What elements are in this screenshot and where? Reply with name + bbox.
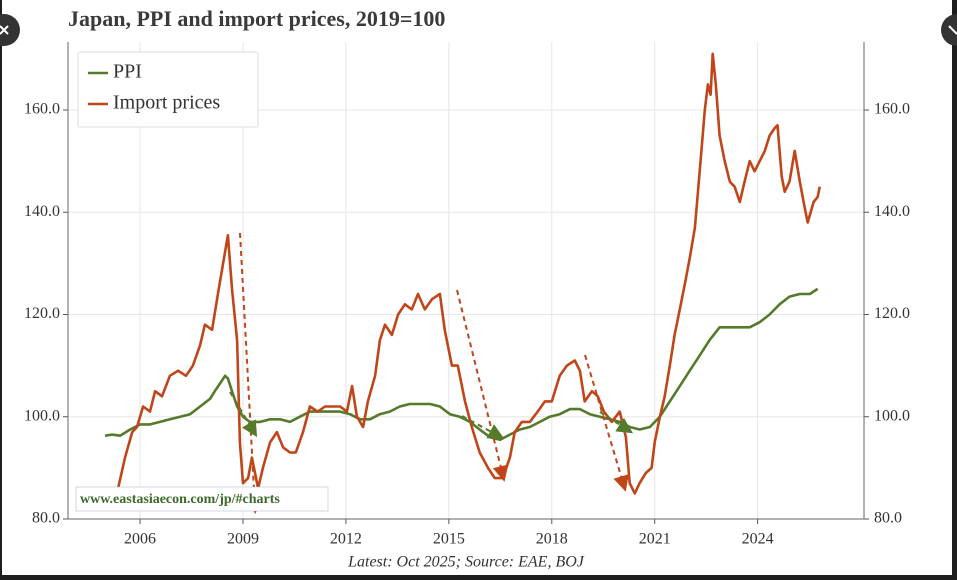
close-icon[interactable] xyxy=(0,14,20,46)
y2-tick-label: 80.0 xyxy=(874,510,902,527)
x-tick-label: 2012 xyxy=(330,531,362,548)
y2-tick-label: 160.0 xyxy=(874,101,910,118)
close-button-right[interactable] xyxy=(941,14,957,46)
close-button-left[interactable] xyxy=(0,14,20,46)
x-tick-label: 2018 xyxy=(536,531,568,548)
close-glyph xyxy=(0,25,9,35)
footnote: Latest: Oct 2025; Source: EAE, BOJ xyxy=(347,554,585,571)
arrow xyxy=(239,232,263,514)
x-tick-label: 2024 xyxy=(742,531,774,548)
annotation-arrows xyxy=(229,232,634,514)
axis-frame xyxy=(67,42,865,520)
watermark-box xyxy=(75,486,329,512)
y-tick-label: 120.0 xyxy=(24,305,60,322)
y2-tick-label: 120.0 xyxy=(874,305,910,322)
x-tick-label: 2009 xyxy=(227,531,259,548)
x-tick-label: 2021 xyxy=(639,531,671,548)
arrow xyxy=(456,289,509,482)
x-tick-label: 2006 xyxy=(124,531,156,548)
watermark: www.eastasiaecon.com/jp/#charts xyxy=(80,492,280,507)
close-icon[interactable] xyxy=(941,14,957,46)
arrow xyxy=(461,415,505,439)
y2-tick-label: 140.0 xyxy=(874,203,910,220)
arrow xyxy=(229,391,258,438)
legend-label: Import prices xyxy=(113,92,220,114)
legend-label: PPI xyxy=(113,61,142,83)
y2-tick-label: 100.0 xyxy=(874,407,910,424)
y-tick-label: 80.0 xyxy=(32,510,60,527)
chart-title: Japan, PPI and import prices, 2019=100 xyxy=(68,6,445,31)
y-tick-label: 160.0 xyxy=(24,101,60,118)
arrow xyxy=(599,411,634,434)
close-glyph xyxy=(948,25,957,35)
series-line xyxy=(104,287,819,442)
legend: PPI Import prices xyxy=(77,51,259,128)
arrow xyxy=(584,354,629,492)
y-tick-label: 140.0 xyxy=(24,203,60,220)
x-tick-label: 2015 xyxy=(433,531,465,548)
legend-box xyxy=(77,51,259,128)
y-tick-label: 100.0 xyxy=(24,407,60,424)
